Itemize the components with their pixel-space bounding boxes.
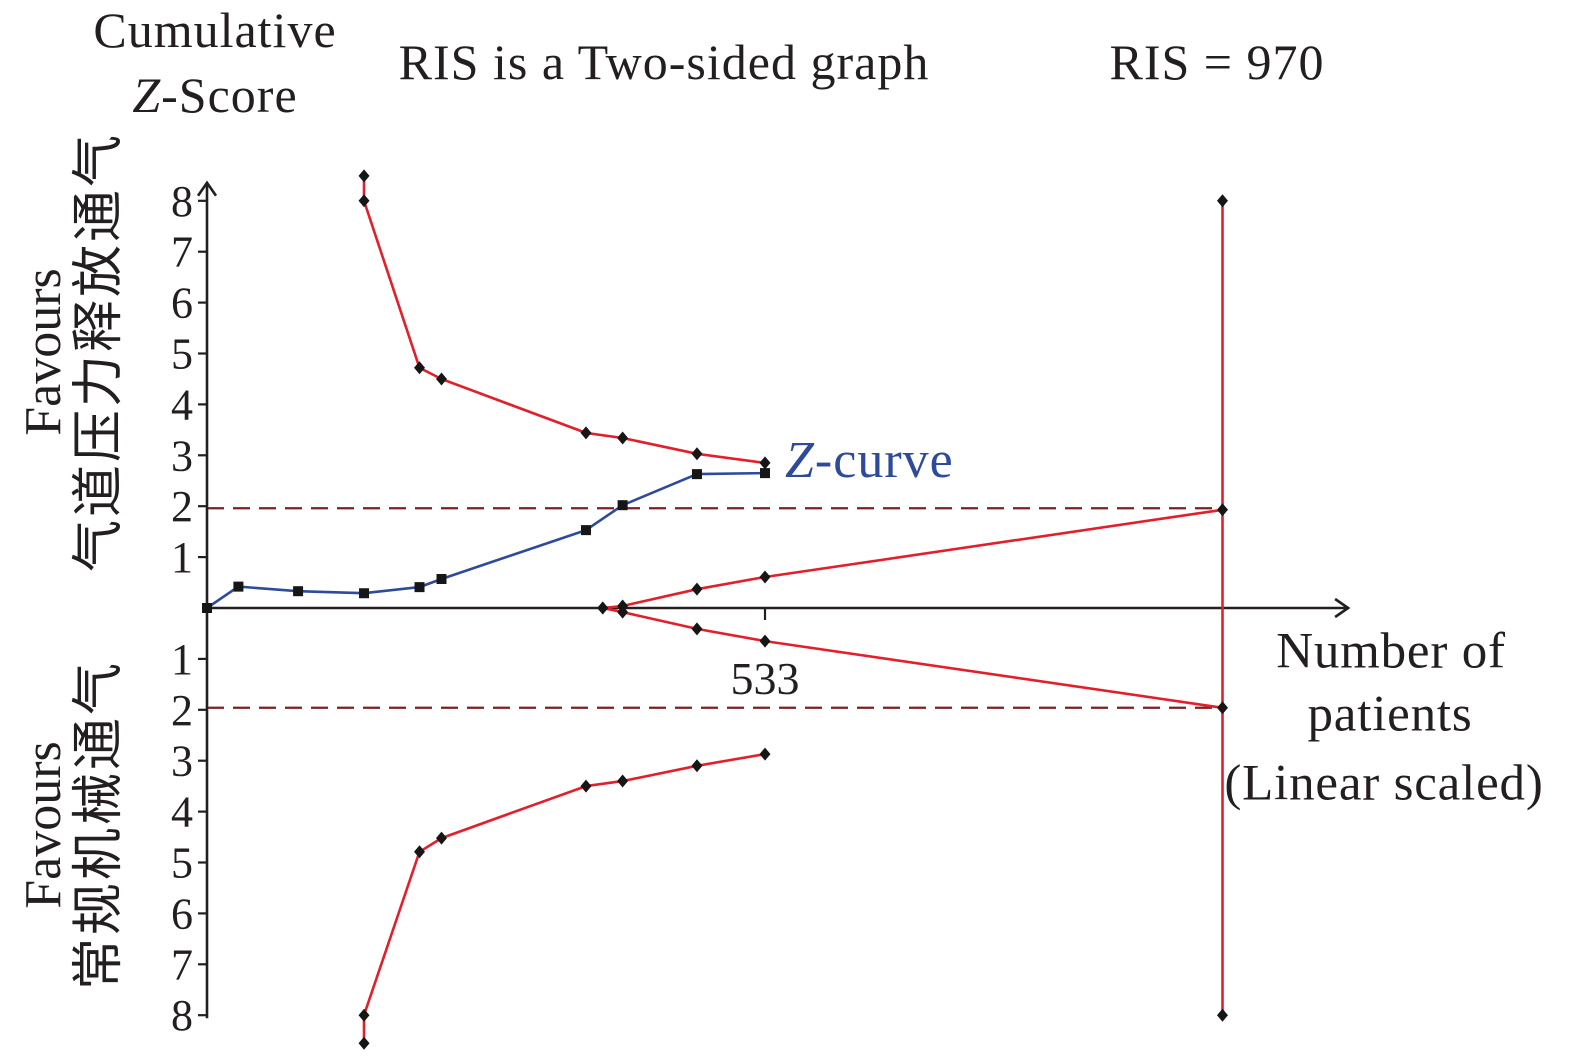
z-curve-point bbox=[414, 582, 425, 593]
x-axis-title-line-3: (Linear scaled) bbox=[1224, 755, 1544, 812]
lower-monitoring-boundary-point bbox=[358, 1008, 370, 1022]
ris-vertical-line-point bbox=[1216, 194, 1228, 208]
upper-futility-boundary-point bbox=[1216, 503, 1228, 517]
upper-monitoring-boundary-point bbox=[617, 431, 629, 445]
upper-futility-boundary-point bbox=[691, 582, 703, 596]
z-curve-point bbox=[233, 581, 244, 592]
lower-monitoring-boundary-point bbox=[617, 774, 629, 788]
y-tick-label: 3 bbox=[171, 737, 193, 786]
lower-monitoring-boundary-point bbox=[436, 831, 448, 845]
upper-monitoring-boundary-point bbox=[358, 194, 370, 208]
chart-title: RIS is a Two-sided graph bbox=[398, 34, 930, 90]
series-markers bbox=[202, 169, 1228, 1050]
y-tick-label: 2 bbox=[171, 482, 193, 531]
upper-favours-label-line-2: 气道压力释放通气 bbox=[71, 131, 128, 573]
ris-annotation: RIS = 970 bbox=[1109, 34, 1325, 90]
y-tick-label: 5 bbox=[171, 330, 193, 379]
z-curve-point bbox=[691, 469, 702, 480]
x-tick-label: 533 bbox=[731, 653, 800, 704]
y-tick-label: 6 bbox=[171, 889, 193, 938]
lower-favours-label-line-1: Favours bbox=[15, 741, 72, 909]
upper-monitoring-boundary-point bbox=[436, 372, 448, 386]
z-curve-point bbox=[436, 573, 447, 584]
upper-monitoring-boundary-line bbox=[362, 175, 766, 465]
lower-futility-boundary-point bbox=[691, 622, 703, 636]
y-tick-label: 1 bbox=[171, 635, 193, 684]
y-tick-label: 4 bbox=[171, 380, 193, 429]
lower-futility-boundary-point bbox=[597, 601, 609, 615]
z-curve-point bbox=[359, 588, 370, 599]
upper-monitoring-boundary-point bbox=[358, 169, 370, 183]
y-tick-label: 7 bbox=[171, 940, 193, 989]
upper-monitoring-boundary-point bbox=[691, 447, 703, 461]
lower-favours-label: Favours 常规机械通气 bbox=[15, 659, 128, 991]
y-tick-label: 1 bbox=[171, 533, 193, 582]
upper-favours-label: Favours 气道压力释放通气 bbox=[15, 131, 128, 573]
y-axis-title-line-1: Cumulative bbox=[93, 2, 337, 58]
y-axis-arrowhead bbox=[196, 180, 218, 197]
y-tick-label: 5 bbox=[171, 839, 193, 888]
z-curve-point bbox=[760, 468, 770, 479]
lower-favours-label-line-2: 常规机械通气 bbox=[71, 659, 128, 991]
lower-monitoring-boundary-line bbox=[362, 752, 766, 1044]
upper-monitoring-boundary-point bbox=[414, 361, 426, 375]
x-axis-title-line-1: Number of bbox=[1276, 623, 1506, 680]
lower-futility-boundary-point bbox=[1216, 701, 1228, 715]
upper-monitoring-boundary-point bbox=[580, 426, 592, 440]
y-tick-label: 7 bbox=[171, 228, 193, 277]
upper-monitoring-boundary-point bbox=[759, 456, 771, 470]
z-curve-point bbox=[580, 525, 591, 536]
lower-monitoring-boundary-point bbox=[691, 759, 703, 773]
upper-futility-boundary-point bbox=[759, 570, 771, 584]
lower-monitoring-boundary-point bbox=[759, 747, 771, 761]
lower-futility-boundary-line bbox=[602, 606, 1223, 710]
y-axis-title-line-2: Z-Score bbox=[132, 67, 298, 123]
z-curve-line bbox=[206, 471, 766, 610]
y-tick-label: 3 bbox=[171, 431, 193, 480]
ris-vertical-line-point bbox=[1216, 1008, 1228, 1022]
lower-monitoring-boundary-point bbox=[414, 845, 426, 859]
z-curve-label: Z-curve bbox=[785, 432, 954, 489]
lower-monitoring-boundary-point bbox=[358, 1036, 370, 1050]
axes bbox=[196, 180, 1351, 1019]
x-axis-title-line-2: patients bbox=[1307, 686, 1473, 743]
y-tick-label: 2 bbox=[171, 686, 193, 735]
y-tick-label: 4 bbox=[171, 788, 193, 837]
lower-futility-boundary-point bbox=[617, 605, 629, 619]
lower-futility-boundary-point bbox=[759, 634, 771, 648]
series-lines bbox=[206, 175, 1224, 1044]
y-tick-label: 8 bbox=[171, 991, 193, 1040]
y-tick-label: 8 bbox=[171, 177, 193, 226]
y-tick-label: 6 bbox=[171, 279, 193, 328]
z-curve-point bbox=[293, 586, 304, 597]
reference-lines bbox=[207, 507, 1223, 709]
lower-monitoring-boundary-point bbox=[580, 779, 592, 793]
z-curve-point bbox=[202, 603, 212, 613]
x-axis-arrowhead bbox=[1334, 597, 1351, 619]
z-curve-point bbox=[617, 500, 628, 511]
upper-favours-label-line-1: Favours bbox=[15, 268, 72, 436]
